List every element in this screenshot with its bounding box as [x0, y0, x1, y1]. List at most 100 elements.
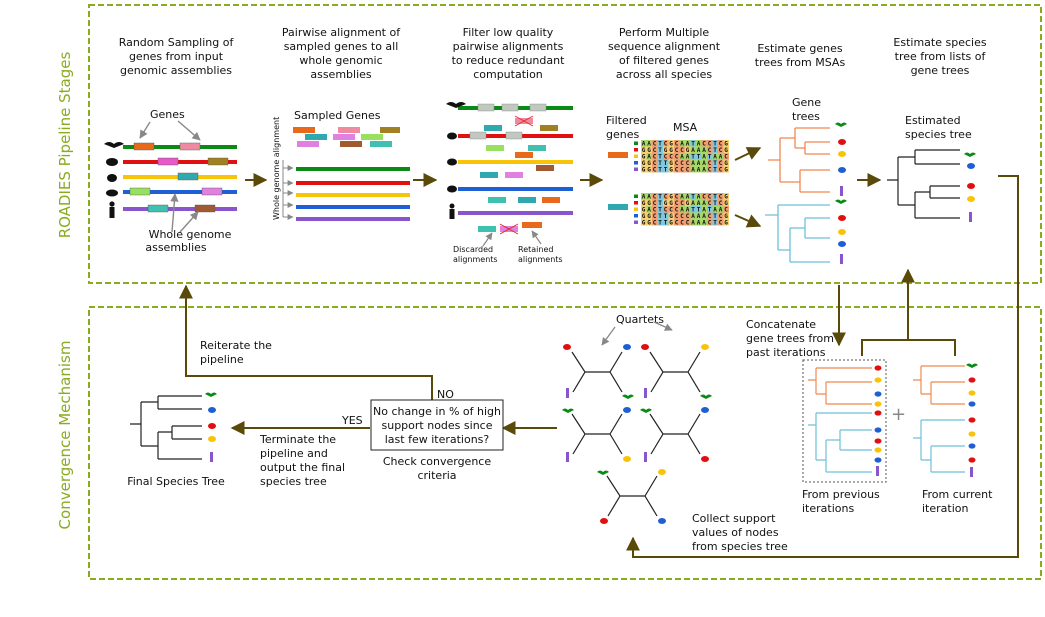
msa-base: C — [653, 154, 657, 161]
msa-base: T — [658, 207, 662, 214]
msa-base: C — [708, 194, 712, 201]
msa-base: C — [708, 141, 712, 148]
msa-base: T — [697, 154, 701, 161]
msa-base: A — [680, 207, 684, 214]
msa-base: G — [642, 154, 646, 161]
svg-text:genomic assemblies: genomic assemblies — [120, 64, 232, 77]
msa-base: G — [642, 200, 646, 207]
previous-iteration-trees: From previous iterations — [802, 359, 887, 515]
msa-base: G — [642, 167, 646, 174]
reiterate-label: Reiterate the — [200, 339, 272, 352]
msa-base: T — [664, 160, 668, 167]
msa-base: A — [686, 207, 690, 214]
msa-base: G — [647, 147, 651, 154]
msa-cell — [712, 199, 718, 206]
svg-text:trees from MSAs: trees from MSAs — [755, 56, 846, 69]
msa-cell — [679, 140, 685, 147]
msa-cell — [718, 140, 724, 147]
msa-cell — [646, 193, 652, 200]
msa-cell — [657, 166, 663, 173]
svg-text:assemblies: assemblies — [310, 68, 372, 81]
msa-cell — [690, 153, 696, 160]
msa-cell — [641, 146, 647, 153]
svg-text:Random Sampling of: Random Sampling of — [119, 36, 235, 49]
msa-base: A — [719, 154, 723, 161]
msa-cell — [674, 206, 680, 213]
msa-cell — [723, 212, 729, 219]
msa-cell — [663, 146, 669, 153]
msa-cell — [679, 219, 685, 226]
msa-base: C — [686, 167, 690, 174]
msa-cell — [718, 193, 724, 200]
msa-base: C — [653, 141, 657, 148]
msa-base: A — [702, 147, 706, 154]
msa-base: C — [719, 200, 723, 207]
msa-cell — [712, 159, 718, 166]
msa-base: C — [653, 200, 657, 207]
stage-2-header: Pairwise alignment of sampled genes to a… — [282, 26, 401, 81]
msa-cell — [690, 159, 696, 166]
msa-cell — [690, 219, 696, 226]
check-criteria-label: Check convergence — [383, 455, 491, 468]
msa-cell — [641, 153, 647, 160]
msa-species-marker — [634, 148, 638, 152]
msa-cell — [696, 166, 702, 173]
msa-cell — [657, 206, 663, 213]
msa-cell — [701, 212, 707, 219]
msa-base: A — [697, 141, 701, 148]
msa-base: C — [664, 141, 668, 148]
msa-base: T — [658, 160, 662, 167]
msa-base: C — [675, 213, 679, 220]
msa-base: C — [719, 194, 723, 201]
msa-base: C — [702, 194, 706, 201]
msa-base: G — [686, 200, 690, 207]
msa-base: A — [697, 213, 701, 220]
msa-base: T — [658, 220, 662, 227]
msa-base: A — [697, 167, 701, 174]
msa-base: T — [664, 220, 668, 227]
dog-icon — [107, 174, 117, 182]
msa-species-marker — [634, 201, 638, 205]
svg-text:trees: trees — [792, 110, 820, 123]
msa-base: A — [702, 154, 706, 161]
svg-text:criteria: criteria — [417, 469, 456, 482]
msa-base: G — [664, 147, 668, 154]
msa-base: G — [724, 141, 728, 148]
msa-base: C — [680, 147, 684, 154]
msa-base: C — [675, 167, 679, 174]
msa-stage: Filtered genes MSA A A C T C G C A A T A C C T C GG G C T G… — [606, 114, 729, 227]
msa-base: A — [691, 167, 695, 174]
msa-base: T — [708, 207, 712, 214]
msa-cell — [679, 199, 685, 206]
human-icon-2 — [449, 203, 455, 219]
msa-cell — [652, 193, 658, 200]
msa-cell — [679, 159, 685, 166]
msa-cell — [718, 212, 724, 219]
msa-cell — [641, 166, 647, 173]
msa-cell — [685, 199, 691, 206]
msa-base: G — [724, 160, 728, 167]
msa-cell — [668, 206, 674, 213]
msa-base: C — [708, 147, 712, 154]
msa-base: T — [658, 167, 662, 174]
svg-text:No change in % of high: No change in % of high — [373, 405, 501, 418]
msa-cell — [674, 146, 680, 153]
svg-text:gene trees: gene trees — [911, 64, 970, 77]
msa-cell — [696, 206, 702, 213]
msa-base: C — [675, 207, 679, 214]
msa-base: C — [680, 160, 684, 167]
msa-species-marker — [634, 161, 638, 165]
msa-cell — [668, 166, 674, 173]
svg-text:across all species: across all species — [616, 68, 712, 81]
msa-base: A — [680, 154, 684, 161]
msa-cell — [668, 140, 674, 147]
msa-cell — [723, 219, 729, 226]
mouse-icon — [106, 189, 118, 197]
msa-cell — [646, 206, 652, 213]
msa-base: T — [708, 154, 712, 161]
msa-cell — [668, 219, 674, 226]
svg-text:species tree: species tree — [260, 475, 327, 488]
msa-species-marker — [634, 214, 638, 218]
msa-cell — [685, 219, 691, 226]
msa-base: G — [724, 200, 728, 207]
